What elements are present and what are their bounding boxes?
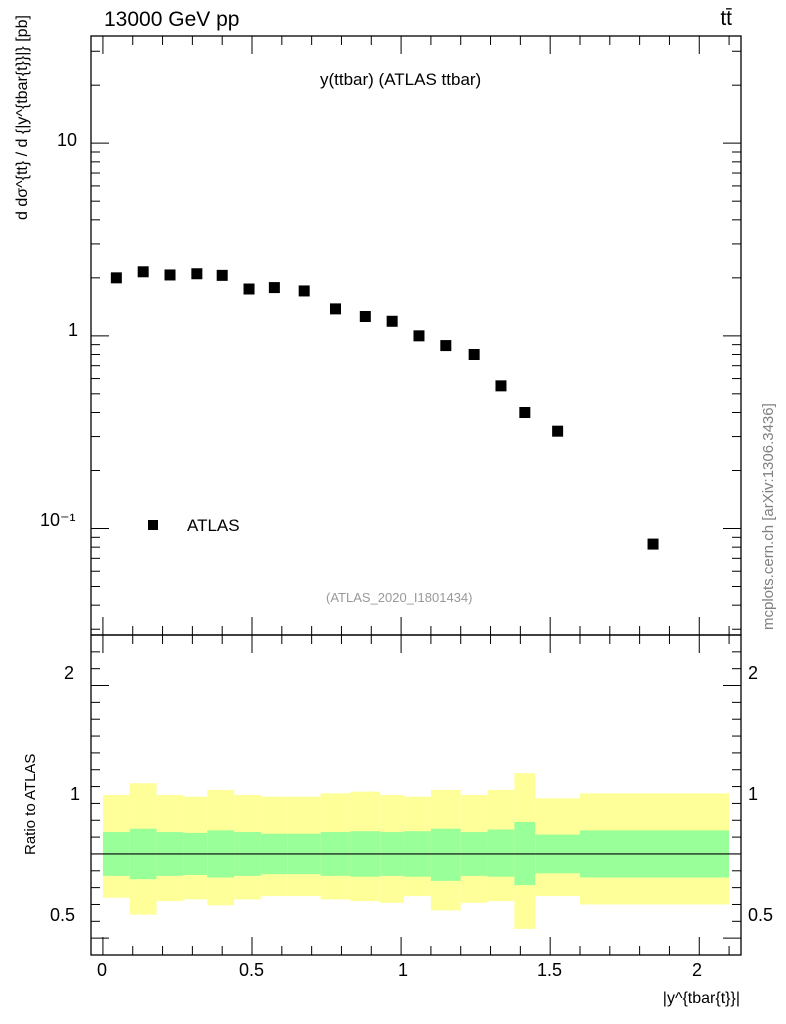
data-point [298, 285, 310, 297]
main-y-tick-label: 1 [68, 320, 79, 340]
data-point [519, 406, 531, 418]
data-point [268, 282, 280, 294]
data-point [110, 272, 122, 284]
x-tick-label: 0 [97, 960, 108, 980]
data-point [329, 303, 341, 315]
ratio-inner-band [430, 828, 461, 881]
data-point [137, 266, 149, 278]
x-tick-label: 0.5 [239, 960, 265, 980]
main-y-axis-label: d dσ^{tt} / d {|y^{tbar{t}}|} [pb] [14, 15, 31, 220]
ratio-y-tick-label-right: 2 [748, 663, 759, 683]
data-point [647, 538, 659, 550]
ratio-y-axis-label: Ratio to ATLAS [22, 753, 39, 855]
ratio-inner-band [487, 829, 515, 877]
data-point [386, 315, 398, 327]
x-tick-label: 2 [692, 960, 703, 980]
data-point [413, 330, 425, 342]
analysis-label: (ATLAS_2020_I1801434) [326, 590, 473, 605]
data-point [191, 268, 203, 280]
axis-ticks [91, 36, 741, 955]
ratio-y-tick-label: 1 [70, 784, 81, 804]
main-plot-title: y(ttbar) (ATLAS ttbar) [320, 70, 482, 89]
process-label: tt̄ [720, 7, 732, 30]
data-point [216, 269, 228, 281]
energy-label: 13000 GeV pp [104, 8, 240, 31]
x-axis-label: |y^{tbar{t}}| [662, 990, 740, 1007]
data-point [359, 310, 371, 322]
legend-entry-atlas: ATLAS [187, 516, 240, 535]
ratio-y-tick-label: 0.5 [50, 905, 76, 925]
data-point [440, 340, 452, 352]
x-tick-label: 1 [398, 960, 409, 980]
data-point [495, 380, 507, 392]
main-y-tick-label: 10 [57, 130, 78, 150]
ratio-y-tick-label-right: 1 [748, 784, 759, 804]
data-point [164, 269, 176, 281]
ratio-y-tick-label: 2 [64, 663, 75, 683]
ratio-panel-frame [90, 634, 742, 956]
main-y-tick-label: 10⁻¹ [40, 510, 76, 530]
data-point [552, 425, 564, 437]
data-point [468, 349, 480, 361]
legend-marker-atlas [148, 520, 158, 530]
data-point [243, 283, 255, 295]
main-data-points [110, 266, 659, 550]
ratio-y-tick-label-right: 0.5 [748, 905, 774, 925]
x-tick-label: 1.5 [537, 960, 563, 980]
ratio-uncertainty-bands [102, 773, 730, 929]
watermark: mcplots.cern.ch [arXiv:1306.3436] [760, 403, 777, 630]
legend-marker [148, 520, 158, 530]
